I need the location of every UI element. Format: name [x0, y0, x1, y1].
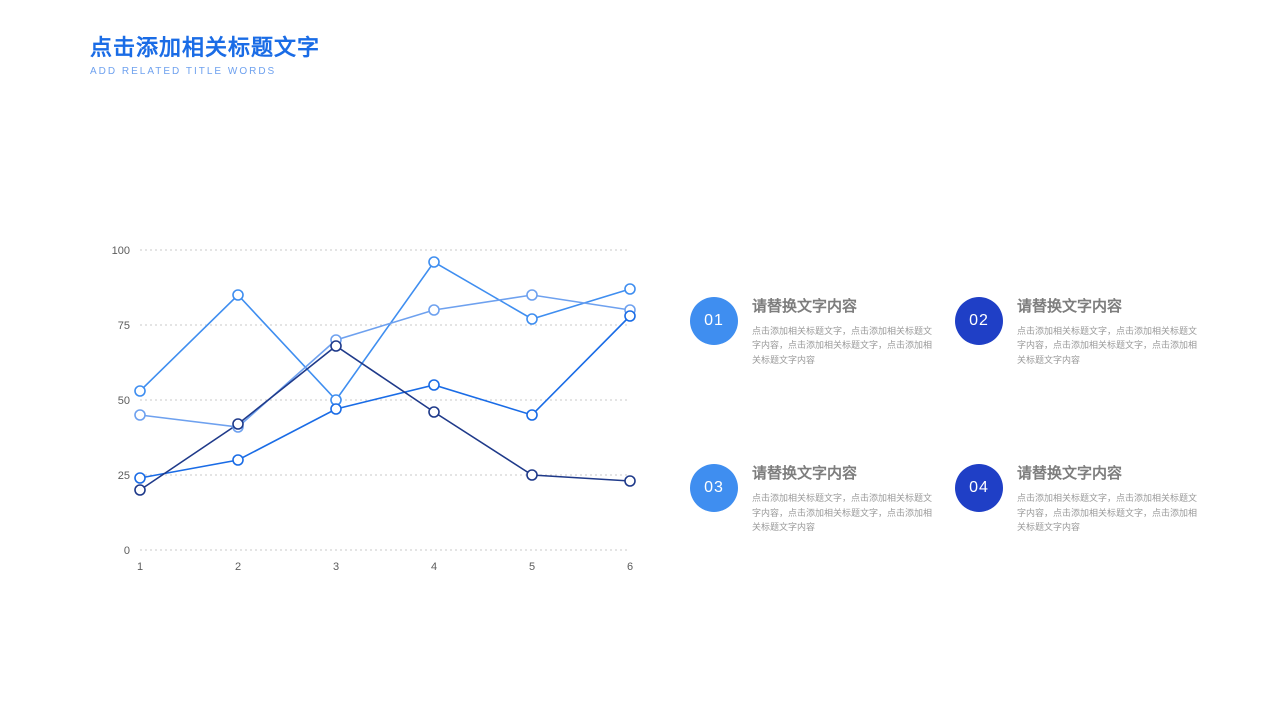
info-item-04: 04 请替换文字内容点击添加相关标题文字，点击添加相关标题文字内容，点击添加相关标… [955, 462, 1200, 534]
series-marker-s1 [135, 386, 145, 396]
info-item-01: 01 请替换文字内容点击添加相关标题文字，点击添加相关标题文字内容，点击添加相关标… [690, 295, 935, 367]
info-text: 请替换文字内容点击添加相关标题文字，点击添加相关标题文字内容，点击添加相关标题文… [1017, 295, 1200, 367]
info-heading: 请替换文字内容 [752, 462, 935, 483]
ytick-label: 0 [124, 545, 130, 557]
ytick-label: 50 [118, 395, 130, 407]
xtick-label: 5 [529, 561, 535, 573]
title-sub: ADD RELATED TITLE WORDS [90, 66, 320, 77]
series-line-s4 [140, 346, 630, 490]
ytick-label: 100 [112, 245, 130, 257]
series-marker-s1 [233, 290, 243, 300]
line-chart: 0 25 50 75 100 1 2 3 4 5 6 [90, 240, 640, 580]
series-marker-s1 [429, 257, 439, 267]
info-text: 请替换文字内容点击添加相关标题文字，点击添加相关标题文字内容，点击添加相关标题文… [752, 295, 935, 367]
series-marker-s2 [429, 305, 439, 315]
series-marker-s4 [625, 476, 635, 486]
xtick-label: 4 [431, 561, 437, 573]
xtick-label: 1 [137, 561, 143, 573]
series-marker-s4 [233, 419, 243, 429]
info-body: 点击添加相关标题文字，点击添加相关标题文字内容，点击添加相关标题文字，点击添加相… [1017, 324, 1200, 367]
info-heading: 请替换文字内容 [1017, 295, 1200, 316]
title-main: 点击添加相关标题文字 [90, 30, 320, 62]
info-item-02: 02 请替换文字内容点击添加相关标题文字，点击添加相关标题文字内容，点击添加相关标… [955, 295, 1200, 367]
series-marker-s1 [527, 314, 537, 324]
badge-02: 02 [955, 297, 1003, 345]
info-heading: 请替换文字内容 [1017, 462, 1200, 483]
badge-03: 03 [690, 464, 738, 512]
series-marker-s3 [233, 455, 243, 465]
xtick-label: 3 [333, 561, 339, 573]
series-marker-s4 [331, 341, 341, 351]
series-marker-s4 [527, 470, 537, 480]
xtick-label: 6 [627, 561, 633, 573]
ytick-label: 25 [118, 470, 130, 482]
info-heading: 请替换文字内容 [752, 295, 935, 316]
series-line-s2 [140, 295, 630, 427]
series-marker-s3 [135, 473, 145, 483]
info-grid: 01请替换文字内容点击添加相关标题文字，点击添加相关标题文字内容，点击添加相关标… [690, 295, 1200, 534]
info-text: 请替换文字内容点击添加相关标题文字，点击添加相关标题文字内容，点击添加相关标题文… [752, 462, 935, 534]
slide-header: 点击添加相关标题文字 ADD RELATED TITLE WORDS [90, 30, 320, 77]
info-item-03: 03 请替换文字内容点击添加相关标题文字，点击添加相关标题文字内容，点击添加相关标… [690, 462, 935, 534]
series-marker-s4 [429, 407, 439, 417]
series-marker-s3 [625, 311, 635, 321]
series-marker-s3 [527, 410, 537, 420]
xtick-label: 2 [235, 561, 241, 573]
series-marker-s2 [527, 290, 537, 300]
info-body: 点击添加相关标题文字，点击添加相关标题文字内容，点击添加相关标题文字，点击添加相… [1017, 491, 1200, 534]
series-marker-s3 [429, 380, 439, 390]
badge-01: 01 [690, 297, 738, 345]
ytick-label: 75 [118, 320, 130, 332]
info-text: 请替换文字内容点击添加相关标题文字，点击添加相关标题文字内容，点击添加相关标题文… [1017, 462, 1200, 534]
info-body: 点击添加相关标题文字，点击添加相关标题文字内容，点击添加相关标题文字，点击添加相… [752, 491, 935, 534]
series-marker-s3 [331, 404, 341, 414]
info-body: 点击添加相关标题文字，点击添加相关标题文字内容，点击添加相关标题文字，点击添加相… [752, 324, 935, 367]
series-marker-s4 [135, 485, 145, 495]
series-marker-s1 [625, 284, 635, 294]
badge-04: 04 [955, 464, 1003, 512]
series-line-s3 [140, 316, 630, 478]
series-marker-s2 [135, 410, 145, 420]
